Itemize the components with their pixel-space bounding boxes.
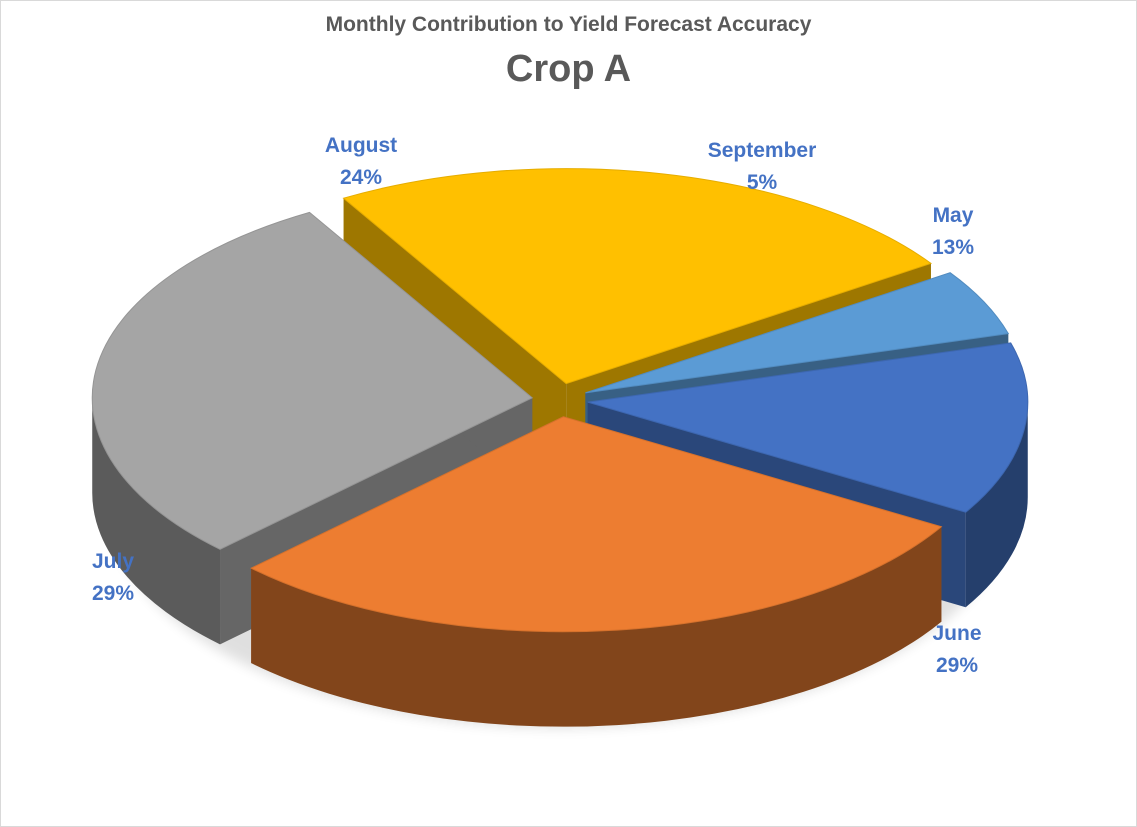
data-label-june-value: 29% bbox=[936, 654, 978, 677]
slice-june bbox=[250, 416, 943, 633]
chart-title: Monthly Contribution to Yield Forecast A… bbox=[325, 13, 812, 36]
data-label-august-category: August bbox=[325, 134, 397, 157]
data-label-july-value: 29% bbox=[92, 582, 134, 605]
data-label-june-category: June bbox=[932, 622, 981, 645]
slice-may-side bbox=[965, 402, 1028, 608]
data-label-july-category: July bbox=[92, 550, 134, 573]
data-label-september-value: 5% bbox=[747, 171, 778, 194]
chart-subtitle: Crop A bbox=[505, 48, 632, 90]
data-label-may-category: May bbox=[933, 204, 974, 227]
data-label-september-category: September bbox=[708, 139, 817, 162]
slice-july bbox=[91, 211, 534, 550]
slice-august bbox=[342, 168, 933, 385]
slice-may bbox=[587, 342, 1029, 513]
slice-june-side bbox=[251, 526, 942, 727]
slice-september bbox=[585, 272, 1010, 394]
data-label-may-value: 13% bbox=[932, 236, 974, 259]
slice-july-side bbox=[92, 397, 221, 645]
data-label-august-value: 24% bbox=[340, 166, 382, 189]
